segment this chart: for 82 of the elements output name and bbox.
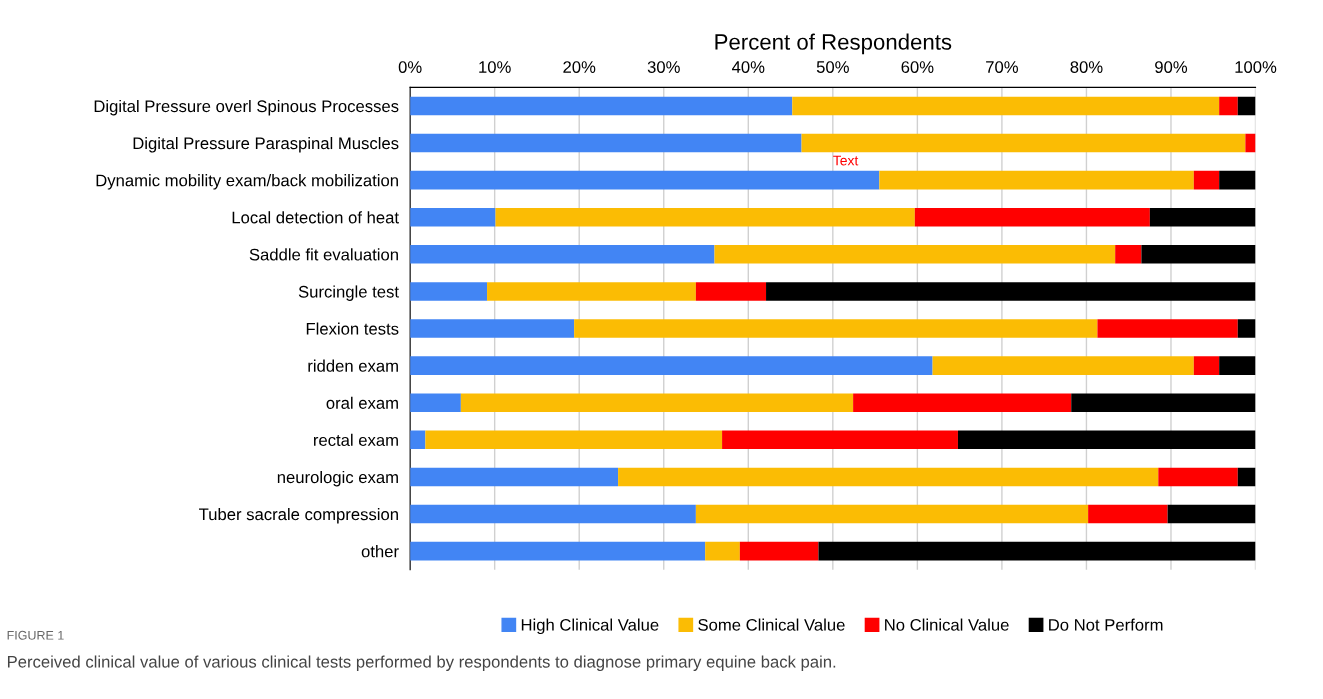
bar [695,282,767,301]
bar [410,282,488,301]
bar [618,467,1159,487]
x-tick-label: 30% [647,61,680,73]
bar [410,170,880,190]
bar [766,282,1256,301]
x-tick-label: 40% [731,61,765,73]
legend-label: High Clinical Value [521,618,659,635]
y-tick-label: oral exam [326,396,398,409]
bar [1237,467,1256,487]
bar [739,541,819,561]
bar [410,467,619,487]
y-tick-label: Surcingle test [298,285,399,301]
bar [722,430,958,450]
y-tick-label: ridden exam [308,359,398,372]
bar [1071,393,1256,413]
bar [957,430,1256,450]
bar [487,282,696,301]
bar [853,393,1072,413]
bar [410,356,933,375]
x-tick-label: 90% [1155,61,1188,73]
y-tick-label: rectal exam [313,433,398,447]
y-tick-label: Local detection of heat [232,211,399,224]
bar [1097,319,1238,338]
bar [460,393,854,413]
bar [714,245,1116,264]
bar [410,207,496,227]
x-tick-label: 50% [816,61,849,73]
bar [410,319,575,338]
bar [410,133,802,153]
caption: FIGURE 1 [7,630,64,640]
x-tick-label: 100% [1235,61,1277,73]
bar [1237,319,1256,338]
bar [1149,207,1256,227]
bar [705,541,740,561]
bar [879,170,1194,190]
bar [801,133,1246,153]
bar [1237,96,1256,116]
y-tick-label: Flexion tests [306,322,399,335]
y-tick-label: Digital Pressure Paraspinal Muscles [133,136,399,153]
y-tick-label: Tuber sacrale compression [199,507,398,524]
bar [410,541,706,561]
bar [792,96,1220,116]
bar [695,504,1089,524]
bar [1141,245,1256,264]
bar [574,319,1098,338]
x-tick-label: 10% [479,61,511,73]
y-tick-label: Digital Pressure overl Spinous Processes [94,99,399,116]
x-tick-label: 60% [901,61,934,73]
bar [1167,504,1256,524]
y-tick-label: neurologic exam [277,470,398,487]
bar [410,504,696,524]
y-tick-label: Dynamic mobility exam/back mobilization [96,174,398,190]
legend-label: No Clinical Value [885,618,1009,631]
bar [1245,133,1256,153]
x-axis-title: Percent of Respondents [715,33,952,55]
bar [1219,356,1256,375]
bar [410,393,461,413]
legend-label: Do Not Perform [1049,618,1163,631]
bar [425,430,723,450]
bar [818,541,1256,561]
bar [1193,170,1220,190]
annotation: Text [833,155,859,166]
legend-label: Some Clinical Value [698,618,845,631]
x-tick-label: 80% [1070,61,1103,73]
bar [1193,356,1220,375]
x-tick-label: 20% [563,61,596,73]
bar [1088,504,1168,524]
bar [914,207,1150,227]
text: Perceived clinical value of various clinical tests performed by respondents to diagnose primary equine back pain. [7,655,836,671]
bar [932,356,1194,375]
x-tick-label: 70% [986,61,1018,73]
bar [1219,96,1238,116]
bar [1158,467,1238,487]
y-tick-label: other [361,545,399,558]
bar [495,207,915,227]
x-tick-label: 0% [398,61,422,73]
y-tick-label: Saddle fit evaluation [249,248,398,261]
bar [1219,170,1256,190]
bar [410,245,715,264]
bar [410,96,793,116]
bar [1115,245,1142,264]
